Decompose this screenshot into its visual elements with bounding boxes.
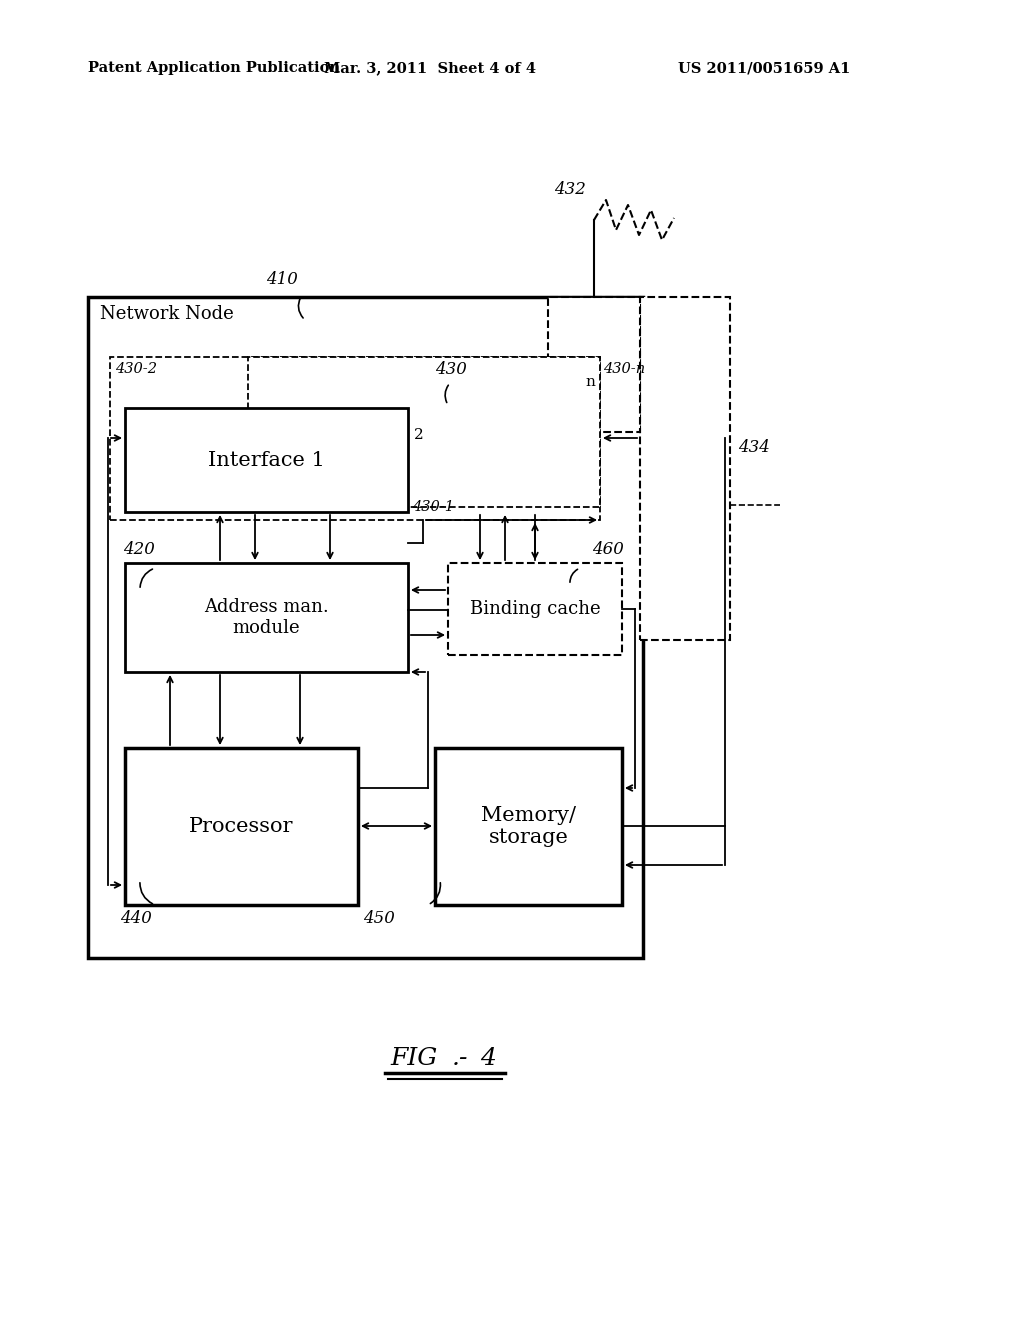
Text: US 2011/0051659 A1: US 2011/0051659 A1 [678,61,850,75]
Text: Address man.
module: Address man. module [204,598,329,636]
Bar [125,564,408,672]
Text: Interface 1: Interface 1 [208,450,325,470]
Text: Binding cache: Binding cache [470,601,600,618]
Text: .-: .- [452,1047,469,1071]
Text: Processor: Processor [189,817,294,836]
Text: 2: 2 [414,428,424,442]
Bar [548,297,640,432]
Text: 430-1: 430-1 [412,500,454,513]
Bar [125,408,408,512]
Text: 432: 432 [554,181,586,198]
Text: 450: 450 [362,909,395,927]
Bar [125,748,358,906]
Text: 430-n: 430-n [603,362,645,376]
Text: 434: 434 [738,440,770,457]
Text: 420: 420 [123,541,155,558]
Text: 430: 430 [435,360,467,378]
Text: n: n [585,375,595,389]
Text: Network Node: Network Node [100,305,233,323]
Bar [640,297,730,640]
Text: Patent Application Publication: Patent Application Publication [88,61,340,75]
Text: Memory/
storage: Memory/ storage [481,807,575,847]
Bar [248,356,600,507]
Text: Mar. 3, 2011  Sheet 4 of 4: Mar. 3, 2011 Sheet 4 of 4 [324,61,536,75]
Text: 460: 460 [592,541,624,558]
Bar [110,356,600,520]
Bar [88,297,643,958]
Text: FIG: FIG [390,1047,437,1071]
Text: 410: 410 [266,271,298,288]
Bar [449,564,622,655]
Text: 440: 440 [120,909,152,927]
Text: 430-2: 430-2 [115,362,157,376]
Bar [435,748,622,906]
Text: 4: 4 [480,1047,496,1071]
